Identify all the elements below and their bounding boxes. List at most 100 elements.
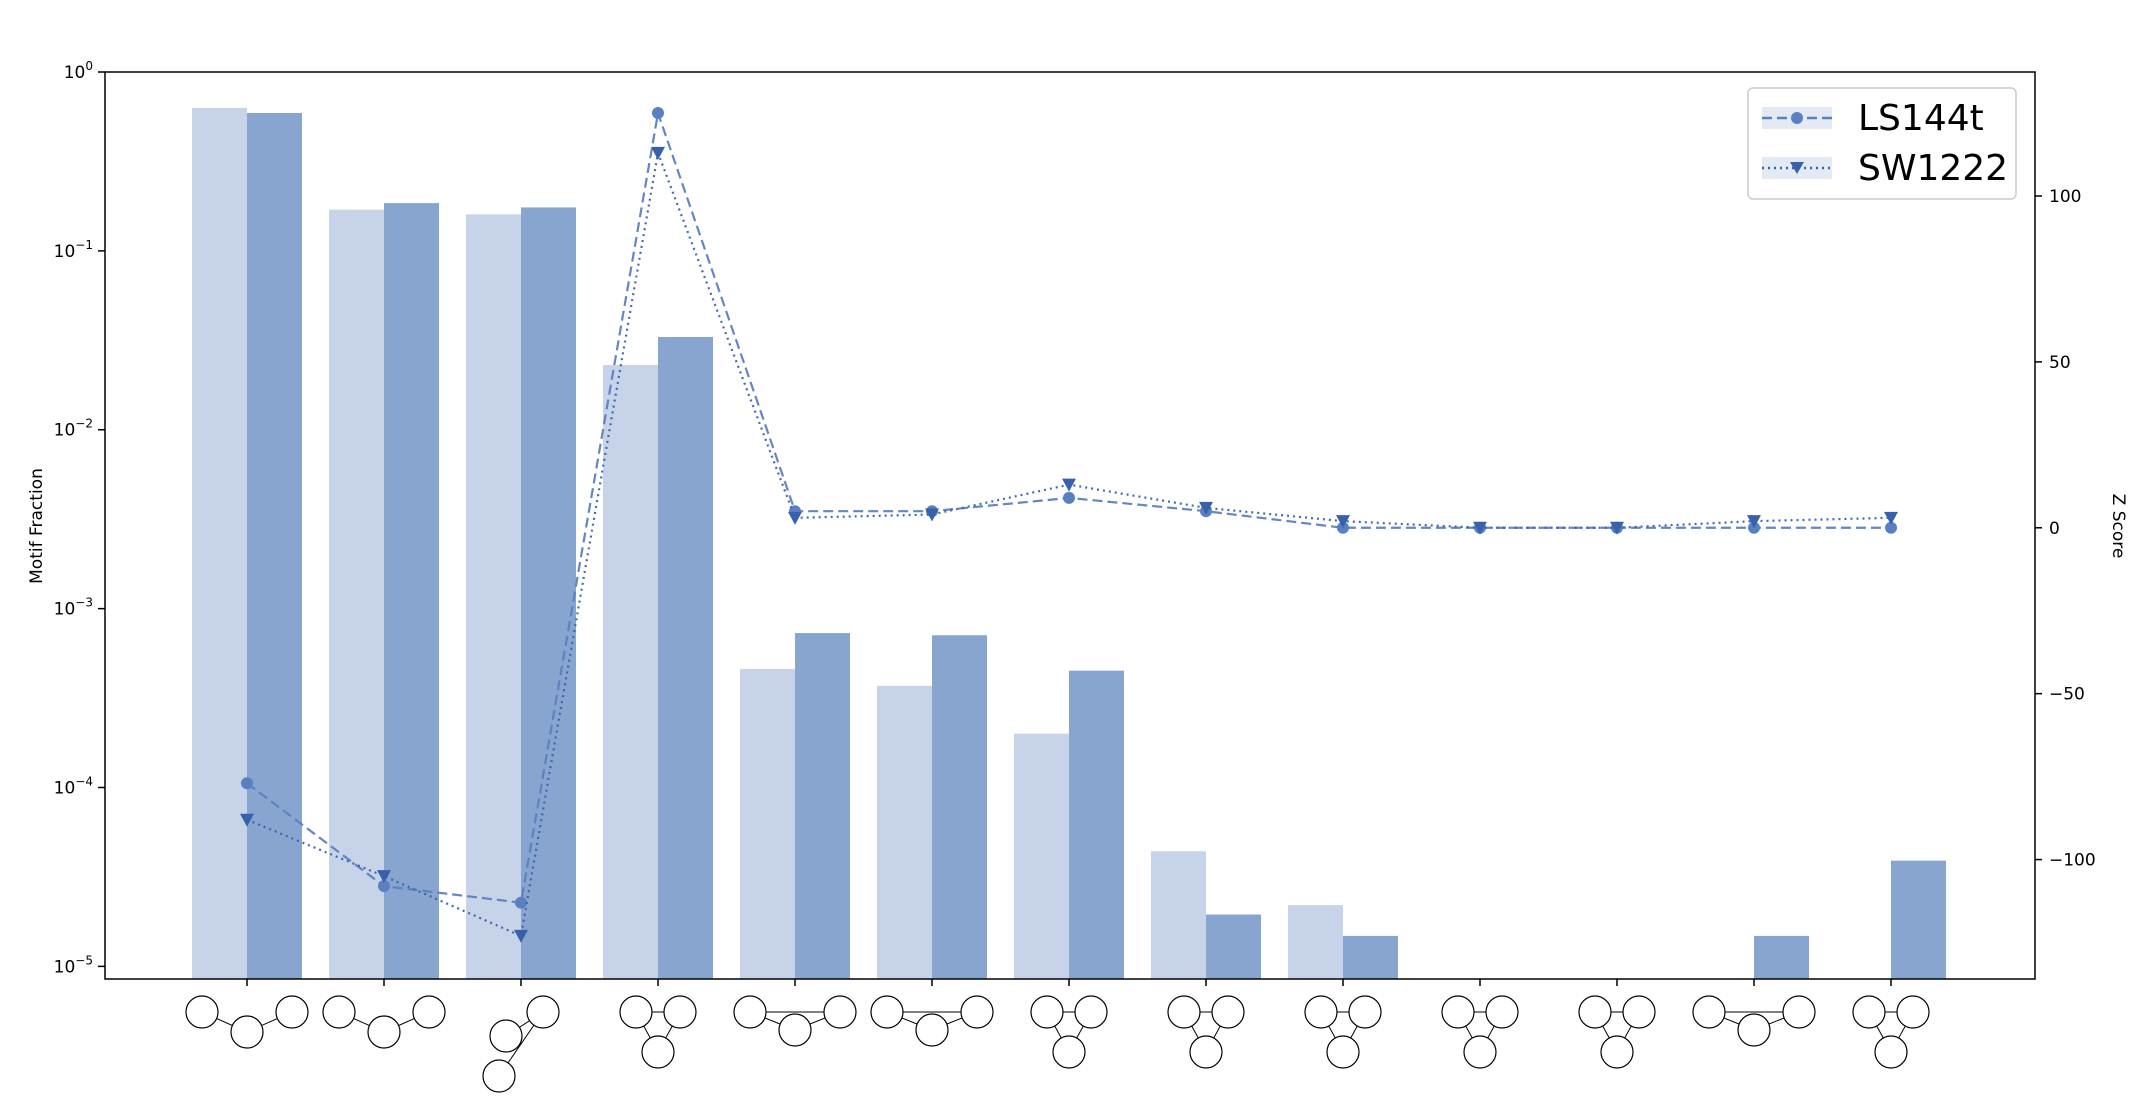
motif-node [733,995,767,1029]
legend-marker-ls144t [1791,112,1803,124]
motif-node [1782,995,1816,1029]
motif-icon-13 [1852,995,1930,1069]
point-SW1222-9 [1336,515,1350,529]
legend-marker-sw1222 [1790,162,1804,174]
motif-icon-10 [1441,995,1519,1069]
motif-node [1737,1013,1771,1047]
motif-node [230,1015,264,1049]
left-axis-label: Motif Fraction [27,468,47,584]
motif-node [1692,995,1726,1029]
bar-1-3 [466,214,521,979]
point-SW1222-3 [514,929,528,943]
motif-node [778,1013,812,1047]
motif-node [1167,995,1201,1029]
point-LS144t-7 [1063,491,1075,504]
point-SW1222-8 [1199,501,1213,515]
motif-node [1874,1035,1908,1069]
right-tick-label: −50 [2049,685,2085,705]
motif-node [1189,1035,1223,1069]
motif-node [482,1059,516,1093]
motif-node [489,1019,523,1053]
motif-node [1304,995,1338,1029]
point-LS144t-1 [241,777,253,790]
motif-node [322,995,356,1029]
motif-icon-2 [322,995,446,1049]
motif-node [1326,1035,1360,1069]
legend: LS144t SW1222 [1747,87,2017,200]
lines-layer [240,107,1898,943]
bar-1-8 [1151,851,1206,979]
motif-node [663,995,697,1029]
bar-2-5 [795,633,850,979]
point-SW1222-1 [240,813,254,827]
right-tick-label: 50 [2049,353,2071,373]
motif-icon-3 [482,995,560,1093]
point-SW1222-6 [925,508,939,522]
motif-icon-4 [619,995,697,1069]
point-SW1222-2 [377,870,391,884]
motif-node [823,995,857,1029]
motif-icon-9 [1304,995,1382,1069]
right-tick-label: −100 [2049,851,2096,871]
bar-1-9 [1288,905,1343,979]
point-SW1222-5 [788,511,802,525]
legend-label-ls144t: LS144t [1858,98,1984,139]
point-LS144t-3 [515,896,527,909]
motif-node [526,995,560,1029]
motif-node [870,995,904,1029]
point-LS144t-13 [1885,521,1897,534]
bar-2-4 [658,337,713,980]
motif-icon-12 [1692,995,1816,1047]
point-SW1222-10 [1473,521,1487,535]
motif-node [412,995,446,1029]
bar-2-13 [1891,860,1946,979]
point-SW1222-12 [1747,515,1761,529]
bar-1-2 [329,209,384,979]
motif-icon-5 [733,995,857,1047]
point-SW1222-4 [651,146,665,160]
left-axis-ticks: 100 10−1 10−2 10−3 10−4 10−5 [54,59,105,977]
left-tick-label: 10−5 [54,953,93,977]
left-tick-label: 10−2 [54,417,93,441]
point-SW1222-13 [1884,511,1898,525]
motif-icon-8 [1167,995,1245,1069]
motif-node [1622,995,1656,1029]
motif-icon-1 [185,995,309,1049]
motif-node [1074,995,1108,1029]
plot-frame [104,71,2036,980]
bar-2-7 [1069,670,1124,979]
bar-2-6 [932,635,987,979]
bar-2-3 [521,207,576,979]
motif-node [1348,995,1382,1029]
point-SW1222-7 [1062,478,1076,492]
bar-2-12 [1754,935,1809,979]
right-axis-label: Z Score [2108,494,2128,559]
motif-node [1052,1035,1086,1069]
right-axis-ticks: 100 50 0 −50 −100 [2035,187,2096,871]
motif-node [275,995,309,1029]
motif-node [1852,995,1886,1029]
bar-2-8 [1206,914,1261,979]
motif-node [915,1013,949,1047]
bars-layer [192,107,1946,980]
motif-node [1211,995,1245,1029]
bar-1-7 [1014,733,1069,979]
point-SW1222-11 [1610,521,1624,535]
point-LS144t-4 [652,107,664,120]
bar-1-5 [740,668,795,979]
point-LS144t-2 [378,880,390,893]
motif-node [1030,995,1064,1029]
motif-node [1578,995,1612,1029]
bar-2-1 [247,112,302,980]
motif-node [1600,1035,1634,1069]
right-tick-label: 0 [2049,519,2060,539]
bar-2-9 [1343,935,1398,979]
legend-label-sw1222: SW1222 [1858,148,2008,189]
bar-1-6 [877,685,932,979]
motif-node [1896,995,1930,1029]
bar-1-1 [192,107,247,980]
left-tick-label: 10−4 [54,774,93,798]
left-tick-label: 10−1 [54,238,93,262]
